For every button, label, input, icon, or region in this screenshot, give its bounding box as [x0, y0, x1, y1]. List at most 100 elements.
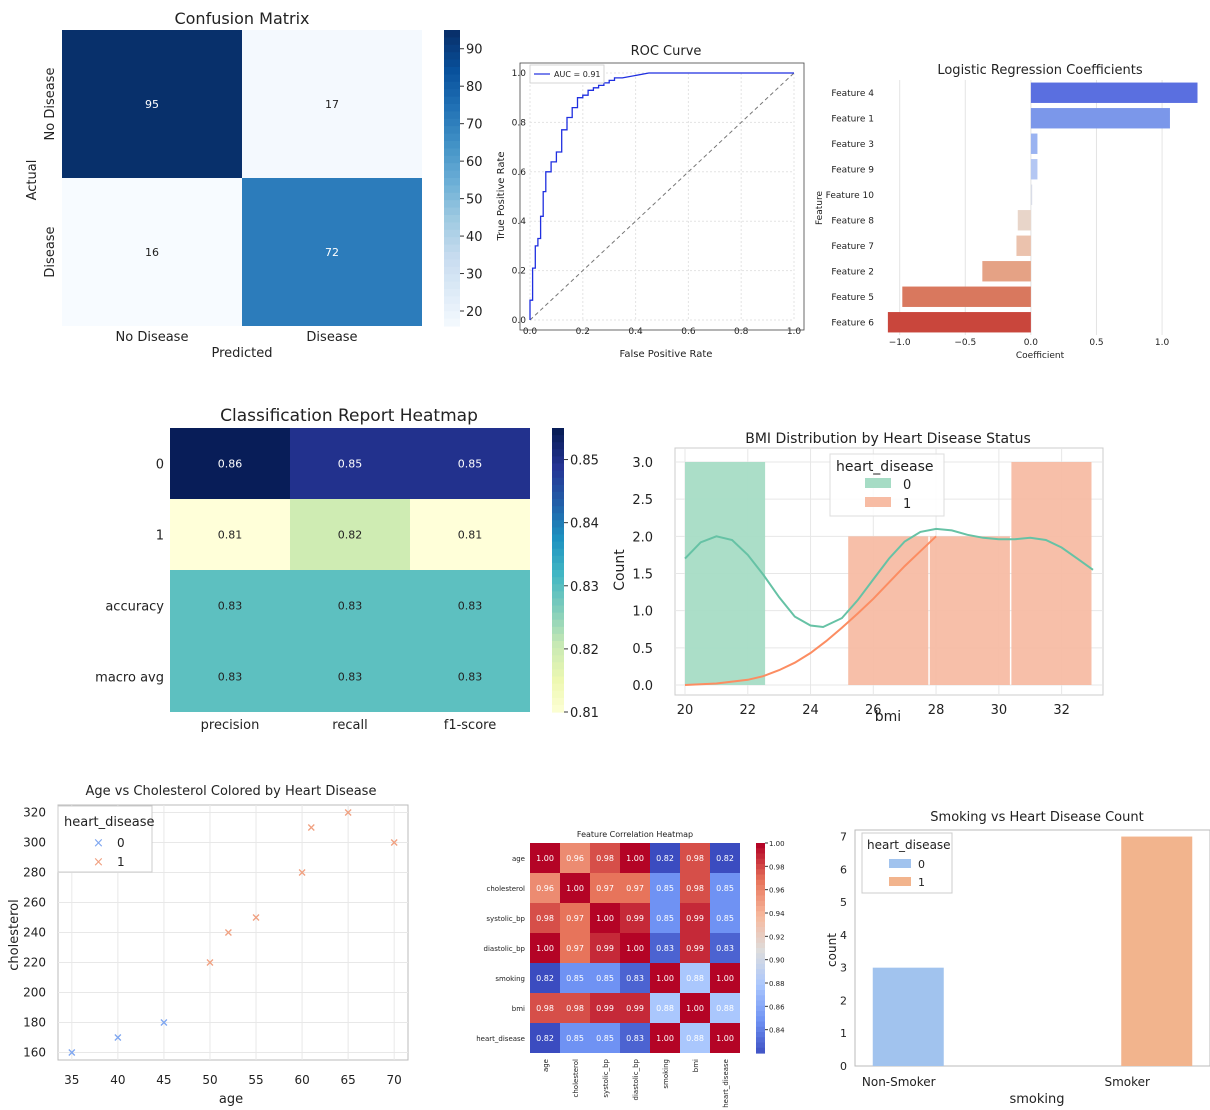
cell-value-label: 0.85 [716, 914, 734, 923]
heatmap-cell [62, 178, 242, 326]
colorbar-segment [552, 633, 564, 642]
colorbar-segment [444, 289, 460, 297]
x-tick-label: No Disease [116, 330, 189, 345]
cell-value-label: 1.00 [716, 974, 734, 983]
x-tick-label: 45 [156, 1073, 171, 1087]
heatmap-cell [650, 873, 680, 903]
cell-value-label: 1.00 [656, 974, 674, 983]
colorbar-segment [552, 570, 564, 578]
colorbar-segment [756, 963, 765, 970]
heatmap-cell [560, 963, 590, 993]
cell-value-label: 0.82 [716, 854, 734, 863]
y-tick-label: 0.5 [632, 642, 653, 657]
y-tick-label: 0.8 [512, 118, 527, 128]
legend-marker-1: × [93, 855, 104, 870]
chart-title: Classification Report Heatmap [220, 406, 478, 426]
heatmap-cell [170, 570, 290, 641]
x-axis-title: False Positive Rate [620, 349, 713, 360]
colorbar-segment [756, 1042, 765, 1049]
x-tick-label: 0.0 [1024, 338, 1039, 348]
x-tick-label: 0.0 [523, 327, 538, 337]
x-tick-label: 50 [202, 1073, 217, 1087]
heatmap-cell [290, 641, 410, 712]
histogram-bar [1011, 462, 1092, 685]
y-tick-label: macro avg [95, 671, 164, 686]
colorbar-segment [444, 266, 460, 275]
heatmap-cell [410, 641, 530, 712]
cell-value-label: 0.99 [596, 944, 614, 953]
y-tick-label: smoking [495, 975, 525, 983]
cell-value-label: 0.85 [566, 974, 584, 983]
colorbar-segment [756, 927, 765, 933]
cell-value-label: 0.86 [218, 458, 243, 471]
colorbar-segment [756, 942, 765, 949]
legend-title: heart_disease [64, 815, 155, 830]
colorbar-segment [552, 428, 564, 436]
colorbar-segment [552, 484, 564, 493]
colorbar-segment [444, 222, 460, 231]
heatmap-cell [242, 178, 422, 326]
cell-value-label: 1.00 [536, 944, 554, 953]
x-tick-label: Smoker [1105, 1075, 1151, 1089]
heatmap-cell [410, 570, 530, 641]
colorbar-segment [756, 906, 765, 912]
heatmap-cell [680, 843, 710, 873]
cell-value-label: 0.83 [218, 600, 243, 613]
cell-value-label: 0.83 [626, 974, 644, 983]
y-tick-label: 1.0 [512, 69, 527, 79]
scatter-point [68, 1049, 76, 1056]
cell-value-label: 0.98 [536, 1004, 554, 1013]
legend-marker-0: × [93, 836, 104, 851]
y-tick-label: Feature 1 [831, 114, 874, 124]
colorbar-segment [552, 463, 564, 472]
coefficient-bar [1030, 133, 1038, 154]
y-axis-title: Feature [815, 191, 825, 225]
cell-value-label: 0.97 [566, 914, 584, 923]
colorbar-segment [756, 979, 765, 986]
heatmap-cell [590, 873, 620, 903]
y-tick-label: 200 [23, 986, 46, 1000]
heatmap-cell [680, 963, 710, 993]
cell-value-label: 0.88 [716, 1004, 734, 1013]
colorbar-tick-label: 20 [466, 305, 483, 320]
cell-value-label: 1.00 [566, 884, 584, 893]
colorbar-segment [444, 89, 460, 98]
y-tick-label: 300 [23, 836, 46, 850]
y-tick-label: 320 [23, 806, 46, 820]
heatmap-cell [650, 903, 680, 933]
colorbar-tick-label: 0.83 [570, 580, 599, 595]
colorbar-segment [444, 215, 460, 223]
y-tick-label: 1.5 [632, 568, 653, 583]
x-tick-label: 0.2 [576, 327, 590, 337]
legend-label-auc: AUC = 0.91 [554, 70, 601, 79]
colorbar-segment [756, 1037, 765, 1044]
heatmap-cell [710, 903, 740, 933]
x-tick-label: recall [332, 718, 367, 733]
cell-value-label: 0.82 [338, 529, 363, 542]
colorbar-segment [756, 921, 765, 928]
y-tick-label: Feature 2 [831, 267, 874, 277]
x-tick-label: 0.5 [1089, 338, 1103, 348]
colorbar-segment [444, 259, 460, 268]
colorbar-segment [444, 303, 460, 312]
colorbar-tick-label: 80 [466, 80, 483, 95]
colorbar-segment [756, 1016, 765, 1023]
histogram-bar [685, 462, 766, 685]
colorbar-tick-label: 40 [466, 230, 483, 245]
heatmap-cell [620, 843, 650, 873]
x-tick-label: 70 [387, 1073, 402, 1087]
colorbar-segment [756, 1000, 765, 1007]
heatmap-cell [530, 903, 560, 933]
cell-value-label: 0.99 [596, 1004, 614, 1013]
colorbar-tick-label: 30 [466, 268, 483, 283]
y-tick-label: 180 [23, 1016, 46, 1030]
colorbar-segment [444, 192, 460, 201]
heatmap-cell [680, 873, 710, 903]
y-tick-label: 1.0 [632, 605, 653, 620]
heatmap-cell [530, 963, 560, 993]
legend-box [57, 805, 153, 873]
colorbar-segment [444, 96, 460, 105]
colorbar-segment [756, 1011, 765, 1017]
y-tick-label: 5 [840, 896, 847, 909]
y-tick-label: 6 [840, 863, 847, 876]
